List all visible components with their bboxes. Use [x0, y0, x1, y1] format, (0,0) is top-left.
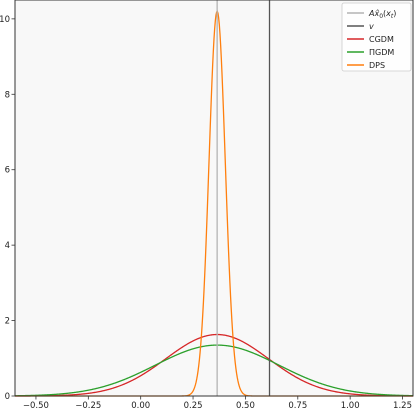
plot-frame: [14, 0, 414, 397]
y-tick-label: 4: [5, 241, 10, 251]
x-tick-label: 0.50: [236, 401, 255, 410]
x-tick-label: 0.00: [131, 401, 150, 410]
x-tick-label: 0.75: [288, 401, 307, 410]
y-axis: 0 2 4 6 8 10: [0, 15, 15, 402]
vline-layer: [216, 0, 271, 396]
series-line-πgdm: [14, 344, 414, 397]
legend-label-cgdm: CGDM: [369, 35, 394, 44]
x-tick-label: 1.00: [341, 401, 360, 410]
legend-box: [341, 2, 412, 72]
y-tick-label: 0: [5, 392, 10, 402]
x-tick-label: −0.25: [75, 401, 101, 410]
y-tick-label: 6: [5, 166, 10, 176]
legend-label-v: v: [369, 22, 374, 31]
x-tick-label: −0.50: [23, 401, 49, 410]
x-tick-label: 1.25: [393, 401, 412, 410]
legend-label-ax0: Ax̂0(xt): [368, 8, 396, 20]
y-tick-label: 2: [5, 317, 10, 327]
legend: Ax̂0(xt) v CGDM ΠGDM DPS: [341, 2, 412, 72]
legend-label-dps: DPS: [369, 61, 385, 70]
y-tick-label: 8: [5, 90, 10, 100]
x-axis: −0.50 −0.25 0.00 0.25 0.50 0.75 1.00 1.25: [23, 396, 412, 410]
legend-label-πgdm: ΠGDM: [369, 48, 394, 57]
series-line-cgdm: [15, 333, 413, 397]
x-tick-label: 0.25: [184, 401, 203, 410]
y-tick-label: 10: [0, 15, 10, 25]
